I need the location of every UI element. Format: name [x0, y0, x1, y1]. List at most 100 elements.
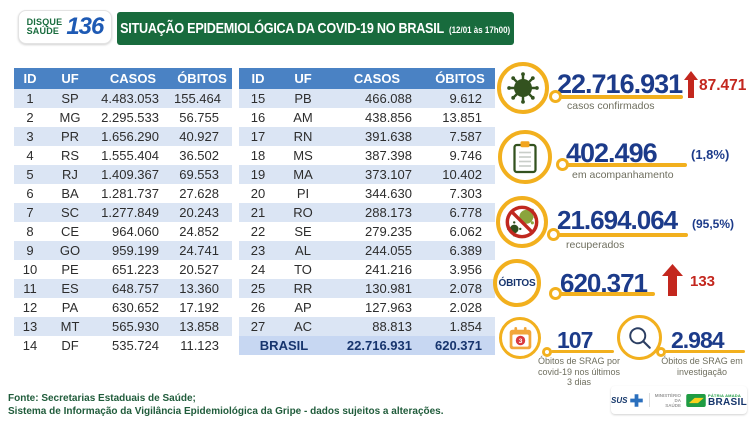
cell-uf: PB — [277, 89, 329, 108]
no-virus-icon — [505, 205, 539, 239]
cell-casos: 1.281.737 — [101, 186, 159, 201]
cell-uf: SC — [46, 203, 94, 222]
cell-id: 1 — [14, 89, 46, 108]
cell-id: 27 — [239, 317, 277, 336]
cell-obitos: 2.078 — [425, 279, 495, 298]
table-row: 9 GO 959.199 24.741 — [14, 241, 232, 260]
brasil-tagline: PÁTRIA AMADA — [707, 393, 741, 398]
cell-obitos: 13.858 — [172, 317, 232, 336]
cell-obitos: 20.243 — [172, 203, 232, 222]
up-arrow-icon — [684, 71, 698, 98]
cell-uf: AP — [294, 300, 312, 315]
table-row: 25 RR 130.981 2.078 — [239, 279, 495, 298]
source-note: Fonte: Secretarias Estaduais de Saúde; S… — [8, 393, 444, 418]
cell-casos: 1.656.290 — [94, 127, 172, 146]
cell-id: 4 — [26, 148, 34, 163]
calendar-icon: 3 — [509, 326, 531, 349]
cell-obitos: 11.123 — [180, 338, 219, 353]
cell-obitos: 56.755 — [179, 110, 219, 125]
cell-id: 16 — [250, 110, 266, 125]
col-casos: CASOS — [329, 68, 425, 89]
cell-uf: TO — [294, 262, 312, 277]
brasil-flag-icon — [686, 393, 706, 407]
table-row: 6 BA 1.281.737 27.628 — [14, 184, 232, 203]
cell-casos: 127.963 — [365, 300, 412, 315]
col-casos: CASOS — [94, 68, 172, 89]
ministry-line2: SAÚDE — [665, 402, 681, 408]
brasil-logo: PÁTRIA AMADA BRASIL — [686, 393, 747, 408]
srag-recent-value: 107 — [557, 327, 593, 353]
cell-obitos: 40.927 — [172, 127, 232, 146]
cell-obitos: 7.587 — [425, 127, 495, 146]
table-row: 16 AM 438.856 13.851 — [239, 108, 495, 127]
cell-casos: 279.235 — [365, 224, 412, 239]
sus-cross-icon — [630, 393, 644, 407]
title-banner: SITUAÇÃO EPIDEMIOLÓGICA DA COVID-19 NO B… — [117, 12, 514, 45]
cell-uf: BA — [61, 186, 79, 201]
cell-uf: AC — [277, 317, 329, 336]
source-line1: Fonte: Secretarias Estaduais de Saúde; — [8, 393, 196, 404]
confirmed-cases-delta: 87.471 — [699, 77, 747, 94]
cell-id: 14 — [22, 338, 38, 353]
cell-casos: 466.088 — [329, 89, 425, 108]
cell-obitos: 13.851 — [442, 110, 482, 125]
cell-id: 3 — [14, 127, 46, 146]
monitoring-circle — [498, 130, 552, 184]
cell-casos: 244.055 — [329, 241, 425, 260]
government-logos: SUS MINISTÉRIO DA SAÚDE PÁTRIA AMADA BRA… — [611, 386, 747, 414]
table-row: 5 RJ 1.409.367 69.553 — [14, 165, 232, 184]
srag-recent-label: Óbitos de SRAG por covid-19 nos últimos … — [537, 356, 621, 387]
cell-id: 18 — [250, 148, 266, 163]
cell-obitos: 20.527 — [179, 262, 219, 277]
monitoring-label: em acompanhamento — [572, 169, 674, 181]
virus-icon — [507, 72, 539, 104]
cell-id: 21 — [239, 203, 277, 222]
cell-id: 25 — [239, 279, 277, 298]
cell-uf: RO — [277, 203, 329, 222]
cell-id: 7 — [14, 203, 46, 222]
cell-casos: 2.295.533 — [101, 110, 159, 125]
cell-uf: MS — [293, 148, 313, 163]
cell-id: 15 — [239, 89, 277, 108]
cell-casos: 648.757 — [94, 279, 172, 298]
underline — [567, 163, 687, 167]
cell-uf: RN — [277, 127, 329, 146]
sus-text: SUS — [611, 395, 628, 405]
underline — [551, 350, 614, 353]
underline — [560, 292, 655, 296]
table-right-body: 15 PB 466.088 9.612 16 AM 438.856 13.851… — [239, 89, 495, 336]
page-title: SITUAÇÃO EPIDEMIOLÓGICA DA COVID-19 NO B… — [120, 20, 445, 37]
table-row: 27 AC 88.813 1.854 — [239, 317, 495, 336]
table-row: 7 SC 1.277.849 20.243 — [14, 203, 232, 222]
cell-uf: DF — [61, 338, 79, 353]
cell-uf: PI — [296, 186, 310, 201]
sus-logo: SUS — [611, 393, 644, 408]
table-row: 14 DF 535.724 11.123 — [14, 336, 232, 355]
states-table-right: ID UF CASOS ÓBITOS 15 PB 466.088 9.612 1… — [239, 68, 495, 355]
cell-obitos: 2.028 — [449, 300, 482, 315]
cell-casos: 88.813 — [329, 317, 425, 336]
col-obitos: ÓBITOS — [172, 68, 232, 89]
cell-obitos: 24.852 — [179, 224, 219, 239]
recovered-value: 21.694.064 — [557, 205, 678, 235]
cell-uf: MT — [46, 317, 94, 336]
cell-obitos: 27.628 — [179, 186, 219, 201]
deaths-delta: 133 — [690, 273, 716, 290]
underline — [558, 233, 688, 237]
table-row: 18 MS 387.398 9.746 — [239, 146, 495, 165]
cell-uf: GO — [46, 241, 94, 260]
disque-saude-words: DISQUE SAÚDE — [27, 18, 63, 36]
cell-uf: MA — [277, 165, 329, 184]
svg-text:3: 3 — [518, 337, 522, 344]
cell-id: 8 — [26, 224, 34, 239]
ministry-line1: MINISTÉRIO DA — [654, 392, 681, 403]
recovered-circle — [496, 196, 548, 248]
srag-investigation-label: Óbitos de SRAG em investigação — [661, 356, 743, 377]
table-row: 22 SE 279.235 6.062 — [239, 222, 495, 241]
cell-obitos: 6.389 — [425, 241, 495, 260]
cell-obitos: 9.612 — [425, 89, 495, 108]
table-row: 15 PB 466.088 9.612 — [239, 89, 495, 108]
recovered-pct: (95,5%) — [692, 217, 735, 231]
cell-obitos: 155.464 — [172, 89, 232, 108]
cell-casos: 535.724 — [112, 338, 159, 353]
